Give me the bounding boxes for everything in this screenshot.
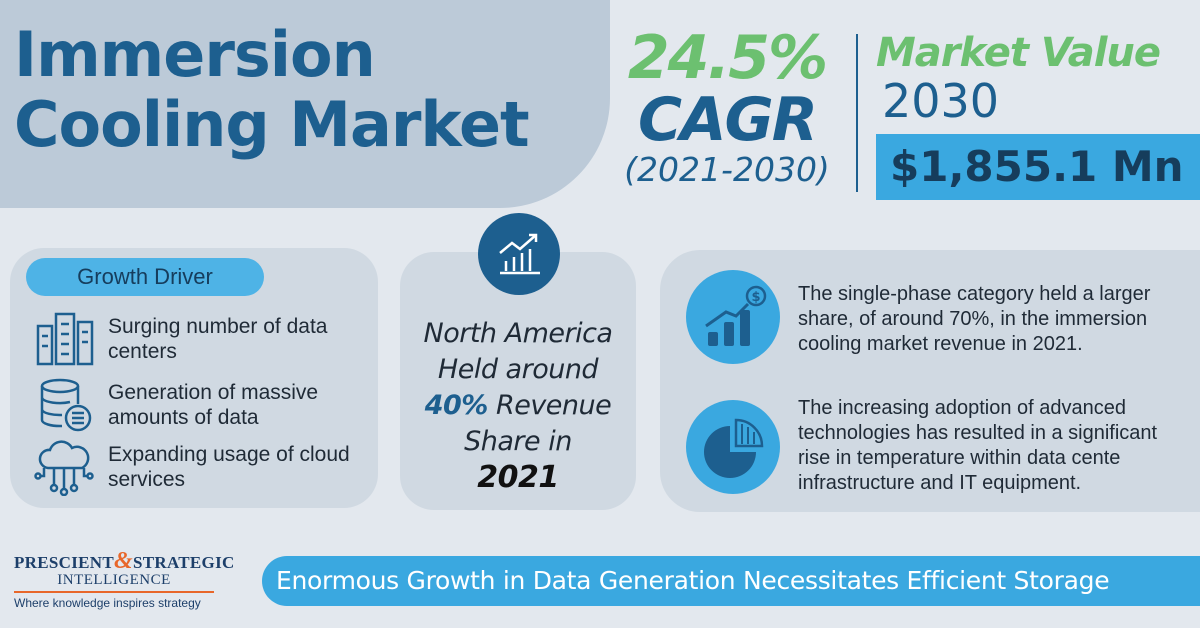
logo-rule xyxy=(14,591,214,593)
regional-panel xyxy=(400,252,636,510)
page-title: Immersion Cooling Market xyxy=(14,18,530,161)
regional-line-1: North America xyxy=(423,318,613,349)
cagr-value: 24.5% xyxy=(627,23,828,93)
title-background xyxy=(0,0,610,208)
footer-banner: Enormous Growth in Data Generation Neces… xyxy=(262,556,1200,606)
cloud-network-icon xyxy=(34,440,94,496)
regional-share-text: North America Held around 40% Revenue Sh… xyxy=(410,316,626,496)
logo-word-3: INTELLIGENCE xyxy=(57,572,171,588)
growth-driver-item: Expanding usage of cloud services xyxy=(34,438,358,496)
regional-revenue: Revenue xyxy=(495,390,612,421)
title-line-1: Immersion xyxy=(14,18,376,91)
pie-chart-icon xyxy=(686,400,780,494)
divider xyxy=(856,34,858,192)
market-value-label: Market Value xyxy=(876,30,1161,76)
growth-chart-icon xyxy=(478,213,560,295)
growth-driver-item: Generation of massive amounts of data xyxy=(34,376,358,434)
regional-percentage: 40% xyxy=(424,390,489,421)
growth-driver-heading: Growth Driver xyxy=(26,258,264,296)
logo-tagline: Where knowledge inspires strategy xyxy=(14,596,201,610)
market-value-amount: $1,855.1 Mn xyxy=(876,134,1200,200)
title-line-2: Cooling Market xyxy=(14,88,530,161)
growth-driver-text: Generation of massive amounts of data xyxy=(108,381,319,429)
regional-year: 2021 xyxy=(477,460,559,495)
company-logo: PRESCIENT&STRATEGIC INTELLIGENCE Where k… xyxy=(14,549,254,610)
growth-driver-text: Surging number of data centers xyxy=(108,315,328,363)
logo-word-1: PRESCIENT xyxy=(14,553,115,572)
svg-text:$: $ xyxy=(751,290,760,305)
logo-wordmark: PRESCIENT&STRATEGIC xyxy=(14,549,254,573)
fact-temperature-rise: The increasing adoption of advanced tech… xyxy=(798,397,1158,494)
data-center-icon xyxy=(36,312,94,366)
bar-growth-dollar-icon: $ xyxy=(686,270,780,364)
cagr-label: CAGR xyxy=(638,85,818,155)
cagr-block: 24.5% CAGR (2021-2030) xyxy=(612,26,842,190)
database-icon xyxy=(40,378,92,432)
cagr-period: (2021-2030) xyxy=(624,150,830,189)
growth-driver-text: Expanding usage of cloud services xyxy=(108,443,350,491)
growth-driver-item: Surging number of data centers xyxy=(34,310,358,368)
regional-line-3: 40% Revenue xyxy=(410,388,626,424)
fact-single-phase: The single-phase category held a larger … xyxy=(798,283,1151,355)
market-value-year: 2030 xyxy=(882,74,1000,128)
logo-word-2: STRATEGIC xyxy=(132,553,235,572)
regional-line-4: Share in xyxy=(464,426,572,457)
regional-line-2: Held around xyxy=(437,354,599,385)
logo-ampersand: & xyxy=(114,548,133,574)
